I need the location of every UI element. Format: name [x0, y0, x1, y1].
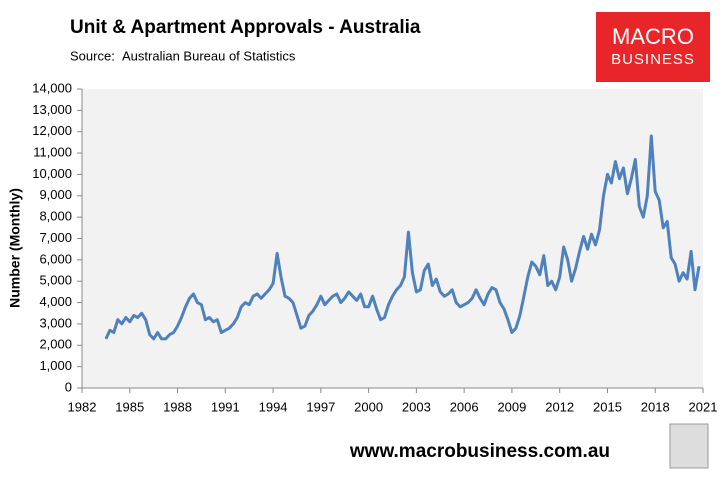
x-tick-label: 1997 — [306, 399, 335, 414]
y-tick-label: 6,000 — [39, 251, 72, 266]
logo-text: BUSINESS — [611, 51, 695, 68]
y-tick-label: 1,000 — [39, 358, 72, 373]
source: Australian Bureau of Statistics — [122, 48, 296, 63]
y-tick-label: 3,000 — [39, 315, 72, 330]
x-tick-label: 2006 — [450, 399, 479, 414]
y-tick-label: 14,000 — [32, 80, 72, 95]
y-tick-label: 4,000 — [39, 294, 72, 309]
x-tick-label: 1991 — [211, 399, 240, 414]
y-tick-label: 12,000 — [32, 123, 72, 138]
y-tick-label: 8,000 — [39, 209, 72, 224]
x-tick-label: 2000 — [354, 399, 383, 414]
plot-area — [82, 89, 703, 388]
x-tick-label: 2012 — [545, 399, 574, 414]
logo-icon — [669, 423, 709, 469]
x-tick-label: 1988 — [163, 399, 192, 414]
y-tick-label: 0 — [65, 379, 72, 394]
x-tick-label: 2021 — [689, 399, 718, 414]
x-tick-label: 1985 — [115, 399, 144, 414]
footer: www.macrobusiness.com.au — [349, 441, 610, 462]
y-tick-label: 13,000 — [32, 102, 72, 117]
y-axis-label: Number (Monthly) — [7, 188, 23, 308]
y-tick-label: 5,000 — [39, 273, 72, 288]
line — [104, 134, 701, 341]
y-tick-label: 2,000 — [39, 337, 72, 352]
source-label: Source: — [70, 48, 115, 63]
y-tick-label: 9,000 — [39, 187, 72, 202]
y-tick-label: 10,000 — [32, 166, 72, 181]
x-tick-label: 2003 — [402, 399, 431, 414]
x-tick-label: 2015 — [593, 399, 622, 414]
x-tick-label: 1982 — [68, 399, 97, 414]
y-tick-label: 11,000 — [33, 145, 72, 160]
x-tick-label: 1994 — [259, 399, 288, 414]
y-tick-label: 7,000 — [39, 230, 72, 245]
x-tick-label: 2009 — [497, 399, 526, 414]
logo-text: MACRO — [612, 24, 694, 49]
logo-box — [596, 12, 710, 82]
chart-title: Unit & Apartment Approvals - Australia — [70, 17, 421, 38]
x-tick-label: 2018 — [641, 399, 670, 414]
